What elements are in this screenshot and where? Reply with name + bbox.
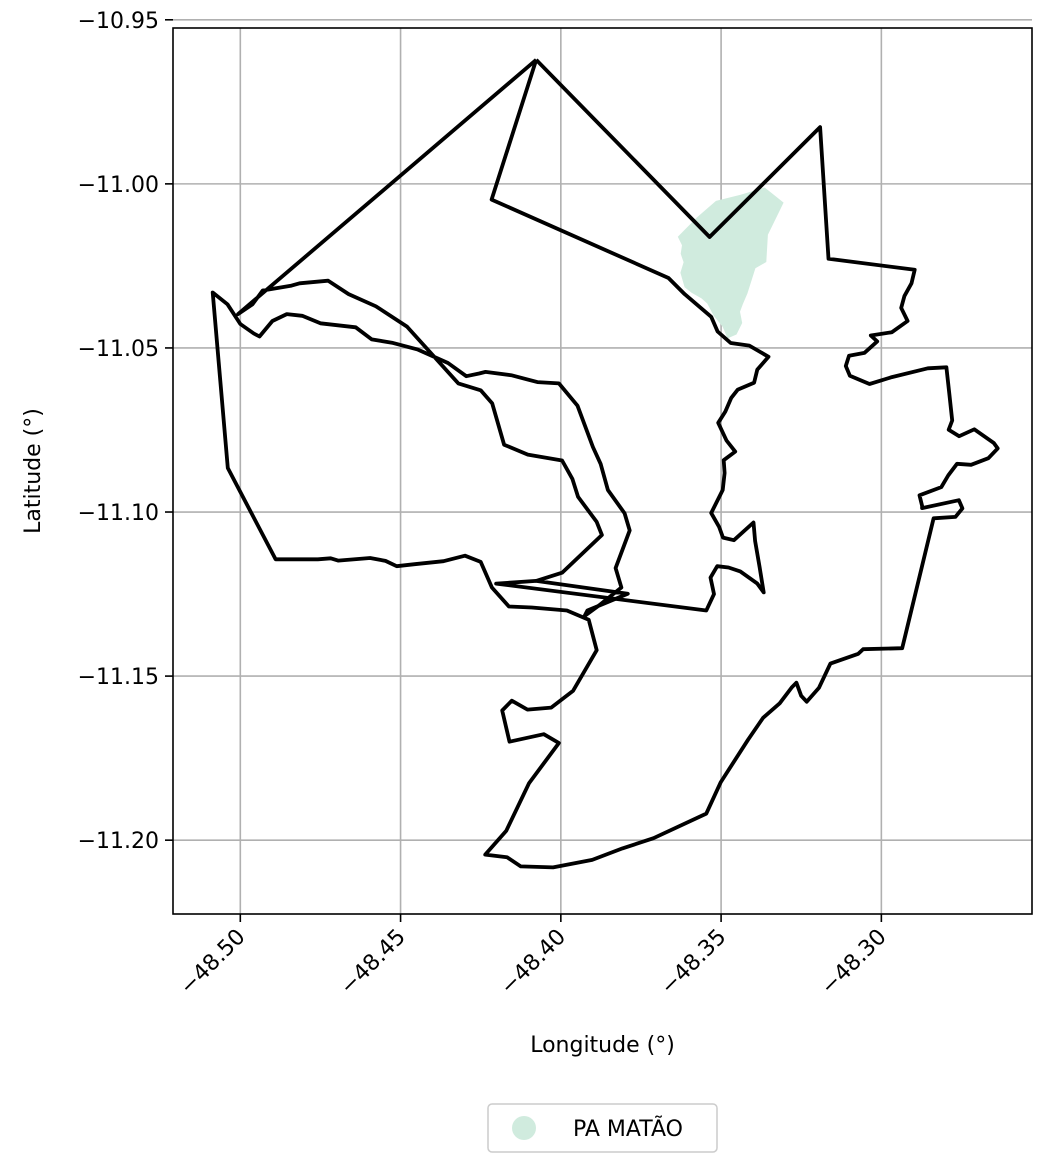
x-axis-label: Longitude (°) [530, 1033, 675, 1058]
legend: PA MATÃO [487, 1103, 718, 1153]
y-tick-label-3: −11.10 [78, 501, 159, 526]
grid-lines [173, 18, 1032, 914]
pa-matao-polygon [677, 187, 784, 339]
y-tick-label-1: −11.00 [78, 173, 159, 198]
y-axis-ticks: −10.95 −11.00 −11.05 −11.10 −11.15 −11.20 [78, 9, 173, 854]
boundary-outlines [210, 58, 1000, 870]
pa-matao-area [677, 187, 784, 339]
boundary-outline-b [489, 59, 771, 613]
y-axis-label: Latitude (°) [21, 408, 46, 534]
y-tick-label-2: −11.05 [78, 337, 159, 362]
y-tick-label-5: −11.20 [78, 829, 159, 854]
boundary-outline-a [210, 58, 1000, 870]
legend-box [487, 1103, 718, 1153]
y-tick-label-0: −10.95 [78, 9, 159, 34]
y-tick-label-4: −11.15 [78, 665, 159, 690]
plot-frame [172, 27, 1033, 915]
legend-label-pa-matao: PA MATÃO [573, 1115, 683, 1142]
legend-marker-pa-matao [512, 1116, 536, 1140]
